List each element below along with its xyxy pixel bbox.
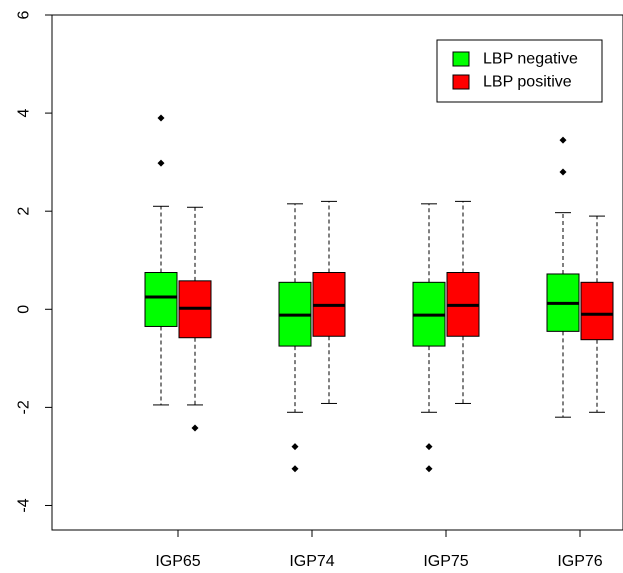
y-tick-label: 2 — [16, 207, 33, 216]
outlier-point — [425, 465, 433, 473]
outlier-point — [425, 443, 433, 451]
plot-frame — [51, 14, 623, 531]
x-tick-label: IGP74 — [289, 553, 334, 570]
y-tick-label: -2 — [16, 400, 33, 414]
y-tick-label: 6 — [16, 10, 33, 19]
outlier-point — [291, 465, 299, 473]
outlier-point — [191, 424, 199, 432]
y-axis: -4 -2 0 2 4 6 — [16, 10, 52, 513]
outlier-point — [157, 114, 165, 122]
box-rect — [580, 281, 614, 341]
outlier-point — [157, 159, 165, 167]
outlier-point — [559, 136, 567, 144]
box-group — [144, 114, 614, 473]
outlier-point — [291, 443, 299, 451]
legend-swatch — [452, 74, 470, 90]
x-tick-label: IGP75 — [423, 553, 468, 570]
y-tick-label: 0 — [16, 305, 33, 314]
legend-label: LBP negative — [483, 51, 578, 68]
legend-label: LBP positive — [483, 74, 572, 91]
legend-box — [436, 39, 603, 103]
outlier-point — [559, 168, 567, 176]
x-axis: IGP65 IGP74 IGP75 IGP76 — [155, 530, 603, 570]
legend: LBP negative LBP positive — [436, 39, 603, 103]
x-tick-label: IGP65 — [155, 553, 200, 570]
legend-swatch — [452, 51, 470, 67]
y-tick-label: -4 — [16, 498, 33, 512]
x-tick-label: IGP76 — [557, 553, 602, 570]
y-tick-label: 4 — [16, 109, 33, 118]
box-rect — [144, 272, 178, 327]
